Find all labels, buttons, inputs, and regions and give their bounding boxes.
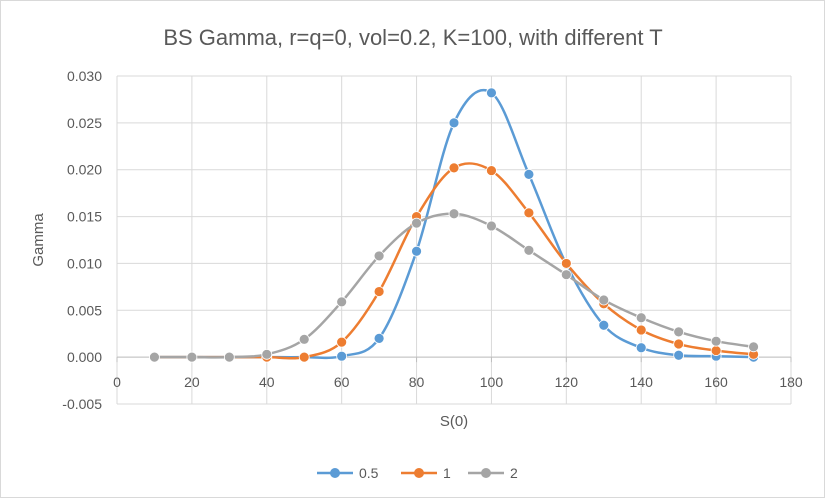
legend-label-2: 2 [510,465,518,481]
data-point-0.5 [448,117,460,129]
y-tick-label: 0.010 [67,255,102,271]
data-point-2 [560,269,572,281]
data-point-0.5 [486,87,497,99]
data-point-2 [298,333,310,345]
data-point-0.5 [598,319,610,331]
y-tick-label: 0.000 [67,349,102,365]
y-tick-label: 0.030 [67,68,102,84]
data-point-2 [523,244,535,256]
y-tick-label: 0.020 [67,162,102,178]
data-point-2 [411,217,422,229]
x-tick-label: 40 [259,374,275,390]
data-point-2 [486,220,497,232]
y-tick-label: 0.015 [67,209,102,225]
data-point-0.5 [673,349,685,361]
legend-marker-2 [481,468,491,478]
x-tick-label: 80 [409,374,425,390]
data-point-1 [373,286,385,297]
series-line-0.5 [154,88,754,360]
x-axis-label: S(0) [440,413,468,430]
y-tick-label: 0.025 [67,115,102,131]
series-line-2 [154,212,754,359]
data-point-2 [336,296,348,308]
y-tick-label: -0.005 [62,396,102,412]
data-point-2 [373,250,385,262]
y-axis-label: Gamma [30,213,47,267]
data-point-0.5 [635,342,647,354]
data-point-0.5 [411,245,422,257]
data-point-1 [560,258,572,269]
data-point-2 [186,351,198,363]
data-point-1 [336,336,348,348]
legend-label-1: 1 [443,465,451,481]
data-point-2 [598,294,610,306]
chart-title: BS Gamma, r=q=0, vol=0.2, K=100, with di… [163,25,662,50]
data-point-0.5 [336,350,348,362]
data-point-2 [673,326,685,338]
data-point-2 [261,348,273,360]
data-point-1 [673,338,685,350]
data-point-1 [523,207,535,219]
data-point-2 [448,208,460,220]
series-line-1 [154,162,754,360]
x-tick-label: 140 [630,374,654,390]
x-tick-label: 100 [480,374,504,390]
legend-marker-0.5 [330,468,340,478]
data-point-2 [748,341,759,353]
x-tick-label: 160 [704,374,728,390]
x-tick-label: 120 [555,374,579,390]
data-point-2 [149,351,160,363]
x-tick-label: 20 [184,374,200,390]
data-point-1 [635,324,647,336]
legend-marker-1 [414,468,424,478]
x-tick-label: 0 [113,374,121,390]
data-point-1 [298,351,310,363]
data-point-2 [223,351,235,363]
legend-label-0.5: 0.5 [359,465,379,481]
data-point-1 [448,162,460,174]
data-point-0.5 [373,332,385,344]
data-point-1 [710,345,722,356]
data-point-1 [486,165,497,177]
x-tick-label: 180 [779,374,803,390]
data-point-2 [635,312,647,324]
y-tick-label: 0.005 [67,302,102,318]
x-tick-label: 60 [334,374,350,390]
data-point-2 [710,335,722,347]
data-point-0.5 [523,168,535,180]
